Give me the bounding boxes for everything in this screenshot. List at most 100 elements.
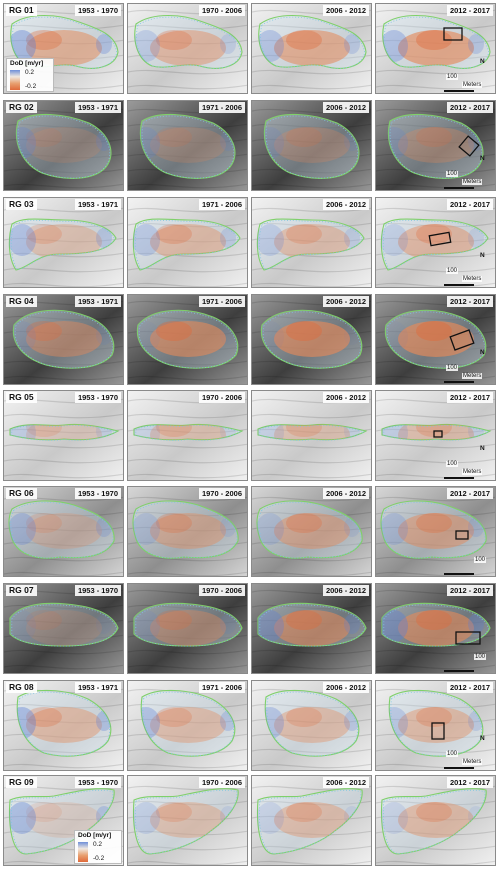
rock-glacier-label: RG 08 <box>6 682 37 693</box>
detail-box <box>428 231 452 247</box>
accumulation-area <box>258 610 284 642</box>
hillshade-background <box>376 391 495 480</box>
terrain-ridge <box>128 84 247 90</box>
erosion-area <box>156 30 192 50</box>
erosion-area <box>416 513 452 533</box>
terrain-ridge <box>128 634 247 640</box>
period-label: 1970 - 2006 <box>198 392 245 403</box>
detail-box <box>431 722 445 740</box>
accumulation-area <box>264 127 284 159</box>
terrain-ridge <box>4 252 123 258</box>
rock-glacier-label: RG 04 <box>6 296 37 307</box>
glacier-outline <box>381 788 487 855</box>
dod-map-panel: 2006 - 2012 <box>251 294 372 385</box>
erosion-area <box>150 424 226 440</box>
hillshade-map <box>252 487 371 576</box>
glacier-outline <box>9 423 120 441</box>
terrain-ridge <box>252 282 371 287</box>
period-label: 2006 - 2012 <box>322 102 369 113</box>
legend-title: DoD [m/yr] <box>10 60 44 67</box>
terrain-ridge <box>128 39 247 45</box>
period-label: 1971 - 2006 <box>198 682 245 693</box>
accumulation-area <box>9 513 36 545</box>
inner-outline <box>136 16 241 69</box>
terrain-ridge <box>128 571 247 576</box>
accumulation-area <box>220 614 236 634</box>
rock-glacier-row: RG 05 1953 - 1970 1970 - 2006 2006 - 2012 20… <box>3 390 497 481</box>
erosion-area <box>286 707 322 727</box>
erosion-area <box>26 224 102 260</box>
erosion-area <box>26 707 102 743</box>
terrain-ridge <box>376 428 495 434</box>
terrain-ridge <box>252 664 371 670</box>
terrain-ridge <box>376 649 495 655</box>
accumulation-area <box>133 513 160 545</box>
glacier-outline <box>257 788 363 855</box>
accumulation-area <box>468 614 484 634</box>
terrain-ridge <box>128 511 247 517</box>
accumulation-area <box>257 513 284 545</box>
hillshade-map <box>128 198 247 287</box>
terrain-ridge <box>128 443 247 449</box>
terrain-ridge <box>252 168 371 174</box>
accumulation-area <box>381 224 408 256</box>
erosion-area <box>150 707 226 743</box>
terrain-ridge <box>376 153 495 159</box>
inner-outline <box>11 789 114 855</box>
erosion-area <box>26 513 102 549</box>
hillshade-map <box>128 4 247 93</box>
terrain-ridge <box>376 511 495 517</box>
hillshade-map <box>252 101 371 190</box>
hillshade-map <box>376 4 495 93</box>
terrain-ridge <box>252 375 371 381</box>
erosion-area <box>26 321 62 341</box>
terrain-ridge <box>128 168 247 174</box>
hillshade-map <box>128 391 247 480</box>
rock-glacier-row: RG 08 1953 - 1971 1971 - 2006 2006 - 2012 20… <box>3 680 497 771</box>
accumulation-area <box>382 610 408 642</box>
terrain-ridge <box>252 860 371 865</box>
hillshade-map <box>4 198 123 287</box>
terrain-ridge <box>4 138 123 144</box>
terrain-ridge <box>4 571 123 576</box>
terrain-ridge <box>128 237 247 243</box>
terrain-ridge <box>4 748 123 754</box>
terrain-ridge <box>376 496 495 502</box>
inner-outline <box>259 789 362 855</box>
period-label: 1953 - 1970 <box>74 777 121 788</box>
terrain-ridge <box>128 207 247 213</box>
north-arrow-icon: N <box>480 445 485 452</box>
terrain-ridge <box>376 526 495 532</box>
hillshade-map <box>4 391 123 480</box>
accumulation-area <box>381 513 408 545</box>
erosion-area <box>274 610 350 646</box>
terrain-ridge <box>376 267 495 273</box>
legend-colorbar <box>78 842 88 862</box>
scale-bar-line <box>444 381 474 383</box>
terrain-ridge <box>376 183 495 189</box>
terrain-ridge <box>4 443 123 449</box>
erosion-area <box>26 610 102 646</box>
glacier-outline <box>133 602 243 647</box>
glacier-outline <box>381 423 492 441</box>
terrain-ridge <box>4 800 123 806</box>
dod-map-panel: 2006 - 2012 <box>251 775 372 866</box>
scale-unit: Meters <box>462 373 483 379</box>
accumulation-area <box>344 34 360 54</box>
legend-high-value: 0.2 <box>93 841 103 848</box>
hillshade-background <box>4 584 123 673</box>
terrain-ridge <box>4 345 123 351</box>
erosion-area <box>26 30 62 50</box>
period-label: 1971 - 2006 <box>198 296 245 307</box>
rock-glacier-label: RG 07 <box>6 585 37 596</box>
terrain-ridge <box>128 267 247 273</box>
terrain-ridge <box>4 511 123 517</box>
hillshade-map <box>128 487 247 576</box>
detail-box <box>449 329 475 351</box>
erosion-area <box>398 513 474 549</box>
terrain-ridge <box>128 526 247 532</box>
scale-bar-line <box>444 477 474 479</box>
terrain-ridge <box>4 718 123 724</box>
accumulation-area <box>96 614 112 634</box>
terrain-ridge <box>4 413 123 419</box>
